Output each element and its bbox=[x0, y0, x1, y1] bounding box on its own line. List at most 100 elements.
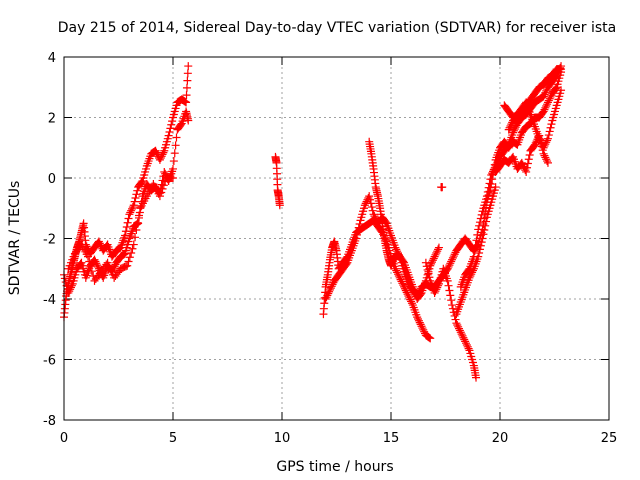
data-point bbox=[427, 258, 436, 267]
data-point bbox=[453, 321, 462, 330]
data-point bbox=[448, 304, 457, 313]
data-point bbox=[403, 290, 412, 299]
data-point bbox=[355, 219, 364, 228]
x-tick-label: 15 bbox=[383, 431, 400, 446]
data-point bbox=[323, 291, 332, 300]
data-point bbox=[430, 288, 439, 297]
x-tick-label: 0 bbox=[60, 431, 68, 446]
data-point bbox=[539, 92, 548, 101]
data-point bbox=[367, 203, 376, 212]
data-point bbox=[131, 193, 140, 202]
data-point bbox=[461, 339, 470, 348]
data-point bbox=[93, 261, 102, 270]
data-point bbox=[540, 151, 549, 160]
data-point bbox=[121, 231, 130, 240]
data-point bbox=[536, 135, 545, 144]
data-point bbox=[130, 197, 139, 206]
data-point bbox=[507, 120, 516, 129]
data-point bbox=[92, 259, 101, 268]
data-point bbox=[451, 315, 460, 324]
data-point bbox=[449, 252, 458, 261]
data-point bbox=[468, 266, 477, 275]
data-point bbox=[167, 120, 176, 129]
data-point bbox=[443, 276, 452, 285]
data-point bbox=[366, 199, 375, 208]
data-point bbox=[353, 227, 362, 236]
data-point bbox=[125, 210, 134, 219]
data-point bbox=[420, 327, 429, 336]
data-point bbox=[450, 311, 459, 320]
data-point bbox=[394, 272, 403, 281]
data-point bbox=[127, 249, 136, 258]
data-point bbox=[532, 137, 541, 146]
data-point bbox=[129, 201, 138, 210]
data-point bbox=[536, 138, 545, 147]
data-point bbox=[543, 136, 552, 145]
data-point bbox=[416, 290, 425, 299]
y-axis-label: SDTVAR / TECUs bbox=[7, 181, 23, 296]
data-point bbox=[448, 255, 457, 264]
data-point bbox=[510, 124, 519, 133]
data-point bbox=[426, 261, 435, 270]
data-point bbox=[324, 289, 333, 298]
data-point bbox=[481, 221, 490, 230]
data-point bbox=[464, 344, 473, 353]
data-point bbox=[475, 249, 484, 258]
data-point bbox=[504, 125, 513, 134]
data-point bbox=[66, 283, 75, 292]
data-point bbox=[368, 206, 377, 215]
data-point bbox=[407, 297, 416, 306]
data-point bbox=[446, 291, 455, 300]
data-point bbox=[431, 287, 440, 296]
data-point bbox=[456, 328, 465, 337]
data-point bbox=[182, 83, 191, 92]
data-point bbox=[445, 261, 454, 270]
data-point bbox=[94, 262, 103, 271]
data-point bbox=[539, 107, 548, 116]
data-point bbox=[182, 98, 191, 107]
x-tick-label: 20 bbox=[492, 431, 509, 446]
data-point bbox=[426, 334, 435, 343]
data-point bbox=[121, 262, 130, 271]
data-point bbox=[455, 324, 464, 333]
data-point bbox=[454, 322, 463, 331]
data-point bbox=[414, 316, 423, 325]
data-point bbox=[534, 133, 543, 142]
data-point bbox=[416, 320, 425, 329]
data-point bbox=[132, 226, 141, 235]
data-point bbox=[393, 270, 402, 279]
data-point bbox=[434, 243, 443, 252]
data-point bbox=[462, 340, 471, 349]
data-point bbox=[543, 157, 552, 166]
data-point bbox=[467, 270, 476, 279]
data-point bbox=[418, 324, 427, 333]
data-point bbox=[123, 261, 132, 270]
data-point bbox=[519, 162, 528, 171]
data-point bbox=[354, 223, 363, 232]
data-point bbox=[503, 141, 512, 150]
data-point bbox=[134, 211, 143, 220]
data-point bbox=[67, 281, 76, 290]
plot-frame bbox=[63, 56, 610, 421]
data-point bbox=[523, 159, 532, 168]
data-point bbox=[400, 284, 409, 293]
data-point bbox=[110, 262, 119, 271]
data-point bbox=[396, 275, 405, 284]
data-point bbox=[155, 155, 164, 164]
data-point bbox=[128, 204, 137, 213]
data-point bbox=[180, 97, 189, 106]
x-axis-label: GPS time / hours bbox=[276, 459, 393, 475]
data-point bbox=[156, 154, 165, 163]
data-point bbox=[172, 133, 181, 142]
data-point bbox=[325, 285, 334, 294]
data-point bbox=[540, 105, 549, 114]
data-point bbox=[419, 325, 428, 334]
data-point bbox=[543, 98, 552, 107]
data-point bbox=[152, 148, 161, 157]
data-point bbox=[126, 208, 135, 217]
data-point bbox=[530, 140, 539, 149]
data-point bbox=[541, 103, 550, 112]
data-point bbox=[480, 226, 489, 235]
data-point bbox=[546, 92, 555, 101]
data-point bbox=[450, 250, 459, 259]
